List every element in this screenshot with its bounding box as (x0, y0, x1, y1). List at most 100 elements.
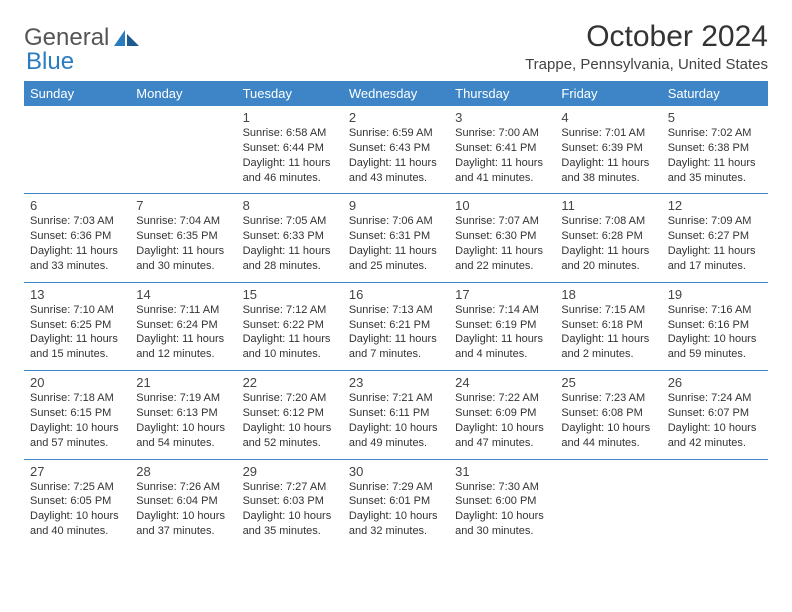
calendar-empty-cell (24, 106, 130, 194)
day-header: Tuesday (237, 81, 343, 106)
day-details: Sunrise: 7:07 AMSunset: 6:30 PMDaylight:… (455, 214, 549, 273)
calendar-day-cell: 4Sunrise: 7:01 AMSunset: 6:39 PMDaylight… (555, 106, 661, 194)
day-details: Sunrise: 7:24 AMSunset: 6:07 PMDaylight:… (668, 391, 762, 450)
day-details: Sunrise: 7:05 AMSunset: 6:33 PMDaylight:… (243, 214, 337, 273)
day-details: Sunrise: 7:19 AMSunset: 6:13 PMDaylight:… (136, 391, 230, 450)
calendar-day-cell: 1Sunrise: 6:58 AMSunset: 6:44 PMDaylight… (237, 106, 343, 194)
calendar-day-cell: 21Sunrise: 7:19 AMSunset: 6:13 PMDayligh… (130, 371, 236, 459)
calendar-day-cell: 2Sunrise: 6:59 AMSunset: 6:43 PMDaylight… (343, 106, 449, 194)
calendar-day-cell: 8Sunrise: 7:05 AMSunset: 6:33 PMDaylight… (237, 194, 343, 282)
calendar-empty-cell (130, 106, 236, 194)
month-title: October 2024 (525, 20, 768, 54)
day-number: 8 (243, 198, 337, 213)
calendar-day-cell: 12Sunrise: 7:09 AMSunset: 6:27 PMDayligh… (662, 194, 768, 282)
day-details: Sunrise: 7:26 AMSunset: 6:04 PMDaylight:… (136, 480, 230, 539)
calendar-day-cell: 29Sunrise: 7:27 AMSunset: 6:03 PMDayligh… (237, 459, 343, 547)
calendar-day-cell: 26Sunrise: 7:24 AMSunset: 6:07 PMDayligh… (662, 371, 768, 459)
day-details: Sunrise: 7:06 AMSunset: 6:31 PMDaylight:… (349, 214, 443, 273)
day-header: Saturday (662, 81, 768, 106)
day-details: Sunrise: 7:29 AMSunset: 6:01 PMDaylight:… (349, 480, 443, 539)
day-number: 4 (561, 110, 655, 125)
day-details: Sunrise: 7:09 AMSunset: 6:27 PMDaylight:… (668, 214, 762, 273)
calendar-day-cell: 19Sunrise: 7:16 AMSunset: 6:16 PMDayligh… (662, 282, 768, 370)
day-number: 3 (455, 110, 549, 125)
day-details: Sunrise: 6:59 AMSunset: 6:43 PMDaylight:… (349, 126, 443, 185)
calendar-day-cell: 7Sunrise: 7:04 AMSunset: 6:35 PMDaylight… (130, 194, 236, 282)
day-number: 27 (30, 464, 124, 479)
day-details: Sunrise: 7:23 AMSunset: 6:08 PMDaylight:… (561, 391, 655, 450)
day-number: 19 (668, 287, 762, 302)
day-number: 2 (349, 110, 443, 125)
calendar-day-cell: 6Sunrise: 7:03 AMSunset: 6:36 PMDaylight… (24, 194, 130, 282)
day-details: Sunrise: 7:27 AMSunset: 6:03 PMDaylight:… (243, 480, 337, 539)
day-header: Friday (555, 81, 661, 106)
calendar-day-cell: 5Sunrise: 7:02 AMSunset: 6:38 PMDaylight… (662, 106, 768, 194)
day-details: Sunrise: 7:18 AMSunset: 6:15 PMDaylight:… (30, 391, 124, 450)
calendar-day-cell: 24Sunrise: 7:22 AMSunset: 6:09 PMDayligh… (449, 371, 555, 459)
day-details: Sunrise: 7:01 AMSunset: 6:39 PMDaylight:… (561, 126, 655, 185)
day-number: 7 (136, 198, 230, 213)
day-number: 26 (668, 375, 762, 390)
calendar-day-cell: 17Sunrise: 7:14 AMSunset: 6:19 PMDayligh… (449, 282, 555, 370)
calendar-empty-cell (662, 459, 768, 547)
day-number: 5 (668, 110, 762, 125)
day-details: Sunrise: 6:58 AMSunset: 6:44 PMDaylight:… (243, 126, 337, 185)
calendar-day-cell: 9Sunrise: 7:06 AMSunset: 6:31 PMDaylight… (343, 194, 449, 282)
day-details: Sunrise: 7:03 AMSunset: 6:36 PMDaylight:… (30, 214, 124, 273)
day-number: 29 (243, 464, 337, 479)
calendar-week-row: 1Sunrise: 6:58 AMSunset: 6:44 PMDaylight… (24, 106, 768, 194)
header: General October 2024 Trappe, Pennsylvani… (24, 20, 768, 73)
day-details: Sunrise: 7:14 AMSunset: 6:19 PMDaylight:… (455, 303, 549, 362)
location: Trappe, Pennsylvania, United States (525, 56, 768, 73)
calendar-week-row: 6Sunrise: 7:03 AMSunset: 6:36 PMDaylight… (24, 194, 768, 282)
day-details: Sunrise: 7:11 AMSunset: 6:24 PMDaylight:… (136, 303, 230, 362)
calendar-body: 1Sunrise: 6:58 AMSunset: 6:44 PMDaylight… (24, 106, 768, 547)
day-number: 11 (561, 198, 655, 213)
day-number: 10 (455, 198, 549, 213)
calendar-week-row: 27Sunrise: 7:25 AMSunset: 6:05 PMDayligh… (24, 459, 768, 547)
day-details: Sunrise: 7:16 AMSunset: 6:16 PMDaylight:… (668, 303, 762, 362)
logo-blue-text: Blue (26, 48, 74, 76)
day-number: 20 (30, 375, 124, 390)
day-number: 14 (136, 287, 230, 302)
day-details: Sunrise: 7:08 AMSunset: 6:28 PMDaylight:… (561, 214, 655, 273)
calendar-day-cell: 31Sunrise: 7:30 AMSunset: 6:00 PMDayligh… (449, 459, 555, 547)
day-number: 18 (561, 287, 655, 302)
calendar-day-cell: 23Sunrise: 7:21 AMSunset: 6:11 PMDayligh… (343, 371, 449, 459)
day-number: 17 (455, 287, 549, 302)
calendar-header-row: SundayMondayTuesdayWednesdayThursdayFrid… (24, 81, 768, 106)
day-details: Sunrise: 7:22 AMSunset: 6:09 PMDaylight:… (455, 391, 549, 450)
calendar-day-cell: 25Sunrise: 7:23 AMSunset: 6:08 PMDayligh… (555, 371, 661, 459)
day-details: Sunrise: 7:15 AMSunset: 6:18 PMDaylight:… (561, 303, 655, 362)
day-number: 1 (243, 110, 337, 125)
calendar-day-cell: 3Sunrise: 7:00 AMSunset: 6:41 PMDaylight… (449, 106, 555, 194)
day-number: 23 (349, 375, 443, 390)
day-number: 13 (30, 287, 124, 302)
day-details: Sunrise: 7:13 AMSunset: 6:21 PMDaylight:… (349, 303, 443, 362)
logo-flag-icon (113, 28, 141, 48)
calendar-day-cell: 10Sunrise: 7:07 AMSunset: 6:30 PMDayligh… (449, 194, 555, 282)
day-details: Sunrise: 7:04 AMSunset: 6:35 PMDaylight:… (136, 214, 230, 273)
day-number: 16 (349, 287, 443, 302)
calendar-day-cell: 14Sunrise: 7:11 AMSunset: 6:24 PMDayligh… (130, 282, 236, 370)
day-details: Sunrise: 7:10 AMSunset: 6:25 PMDaylight:… (30, 303, 124, 362)
day-header: Monday (130, 81, 236, 106)
day-number: 9 (349, 198, 443, 213)
day-number: 31 (455, 464, 549, 479)
day-number: 25 (561, 375, 655, 390)
title-block: October 2024 Trappe, Pennsylvania, Unite… (525, 20, 768, 73)
day-details: Sunrise: 7:21 AMSunset: 6:11 PMDaylight:… (349, 391, 443, 450)
day-details: Sunrise: 7:20 AMSunset: 6:12 PMDaylight:… (243, 391, 337, 450)
calendar-week-row: 20Sunrise: 7:18 AMSunset: 6:15 PMDayligh… (24, 371, 768, 459)
day-number: 21 (136, 375, 230, 390)
day-number: 22 (243, 375, 337, 390)
calendar-empty-cell (555, 459, 661, 547)
calendar-day-cell: 18Sunrise: 7:15 AMSunset: 6:18 PMDayligh… (555, 282, 661, 370)
day-details: Sunrise: 7:12 AMSunset: 6:22 PMDaylight:… (243, 303, 337, 362)
calendar-day-cell: 22Sunrise: 7:20 AMSunset: 6:12 PMDayligh… (237, 371, 343, 459)
day-details: Sunrise: 7:25 AMSunset: 6:05 PMDaylight:… (30, 480, 124, 539)
calendar-day-cell: 30Sunrise: 7:29 AMSunset: 6:01 PMDayligh… (343, 459, 449, 547)
calendar-day-cell: 13Sunrise: 7:10 AMSunset: 6:25 PMDayligh… (24, 282, 130, 370)
day-number: 28 (136, 464, 230, 479)
calendar-day-cell: 20Sunrise: 7:18 AMSunset: 6:15 PMDayligh… (24, 371, 130, 459)
